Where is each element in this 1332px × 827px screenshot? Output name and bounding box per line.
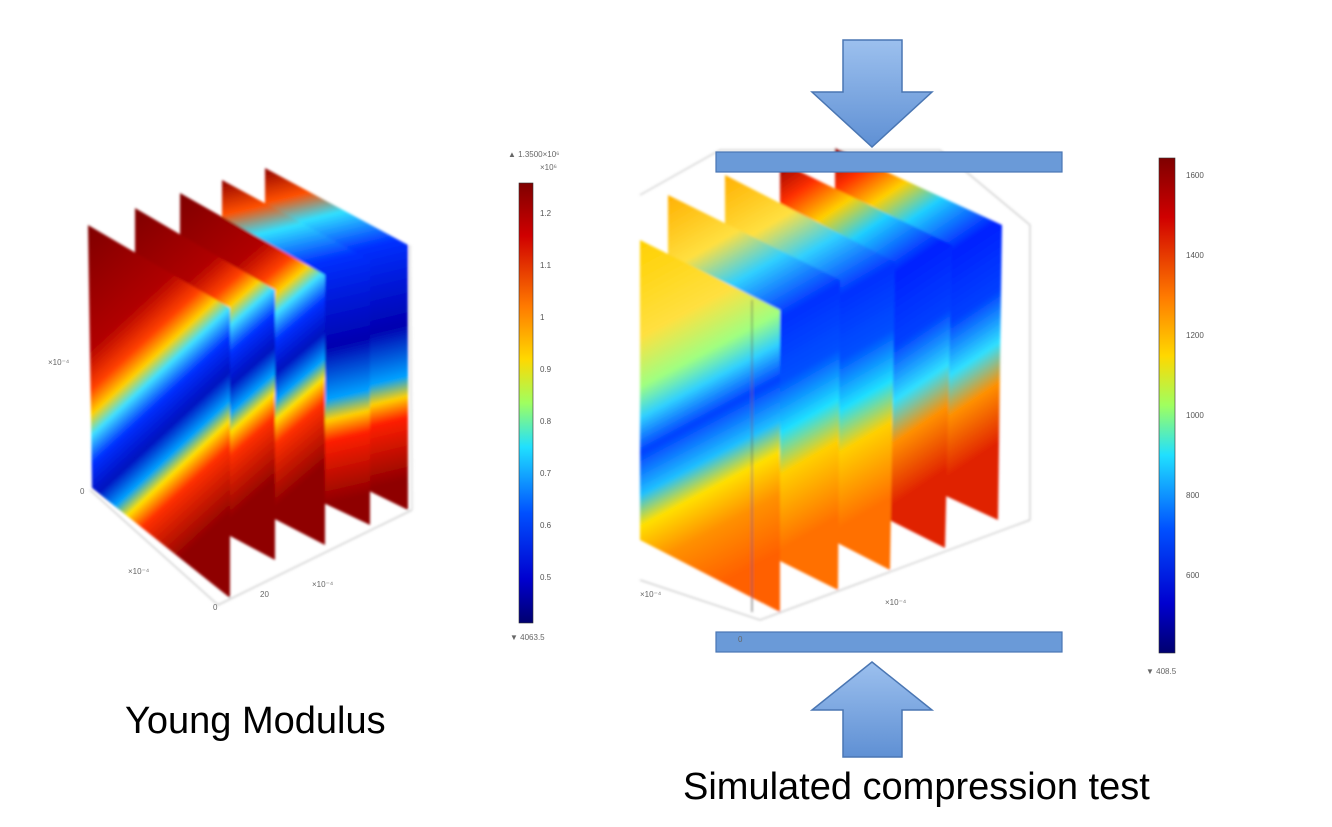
bottom-plate <box>715 631 1063 653</box>
right-colorbar-tick: 1400 <box>1186 251 1204 260</box>
left-y-zero: 0 <box>80 487 85 496</box>
right-bottom-tick: 0 <box>738 635 743 644</box>
right-colorbar-tick: 600 <box>1186 571 1200 580</box>
left-colorbar <box>518 182 534 624</box>
axis-line <box>217 509 413 606</box>
cs-slice-1 <box>640 240 780 612</box>
axis-line <box>89 489 219 606</box>
compression-test-caption: Simulated compression test <box>683 766 1150 808</box>
left-colorbar-tick: 0.7 <box>540 469 552 478</box>
top-plate <box>715 151 1063 173</box>
compression-plot <box>639 148 1031 621</box>
bbox-line <box>639 149 1031 520</box>
right-colorbar-tick: 1000 <box>1186 411 1204 420</box>
right-colorbar <box>1158 157 1176 654</box>
young-modulus-caption: Young Modulus <box>125 700 386 742</box>
left-y-exponent: ×10⁻⁴ <box>48 358 70 367</box>
left-colorbar-tick: 0.8 <box>540 417 552 426</box>
left-colorbar-tick: 0.5 <box>540 573 552 582</box>
right-colorbar-min: ▼ 408.5 <box>1146 667 1177 676</box>
bbox-line <box>639 519 1031 621</box>
young-modulus-plot <box>88 168 413 606</box>
left-x-zero: 0 <box>213 603 218 612</box>
left-colorbar-tick: 1.1 <box>540 261 552 270</box>
right-x-exponent: ×10⁻⁴ <box>640 590 662 599</box>
left-colorbar-tick: 0.9 <box>540 365 552 374</box>
right-colorbar-tick: 1600 <box>1186 171 1204 180</box>
right-z-exponent: ×10⁻⁴ <box>885 598 907 607</box>
right-colorbar-tick: 1200 <box>1186 331 1204 340</box>
left-colorbar-tick: 1 <box>540 313 545 322</box>
axis-line <box>409 244 413 511</box>
left-z-exponent: ×10⁻⁴ <box>312 580 334 589</box>
left-colorbar-unit: ×10⁶ <box>540 163 557 172</box>
left-colorbar-tick: 1.2 <box>540 209 552 218</box>
ym-slice-1 <box>88 225 230 598</box>
down-arrow-icon <box>810 39 934 149</box>
left-x-exponent: ×10⁻⁴ <box>128 567 150 576</box>
right-colorbar-tick: 800 <box>1186 491 1200 500</box>
up-arrow-icon <box>809 661 935 758</box>
left-colorbar-tick: 0.6 <box>540 521 552 530</box>
left-colorbar-min: ▼ 4063.5 <box>510 633 545 642</box>
left-colorbar-max: ▲ 1.3500×10⁶ <box>508 150 560 159</box>
left-z-tick: 20 <box>260 590 269 599</box>
